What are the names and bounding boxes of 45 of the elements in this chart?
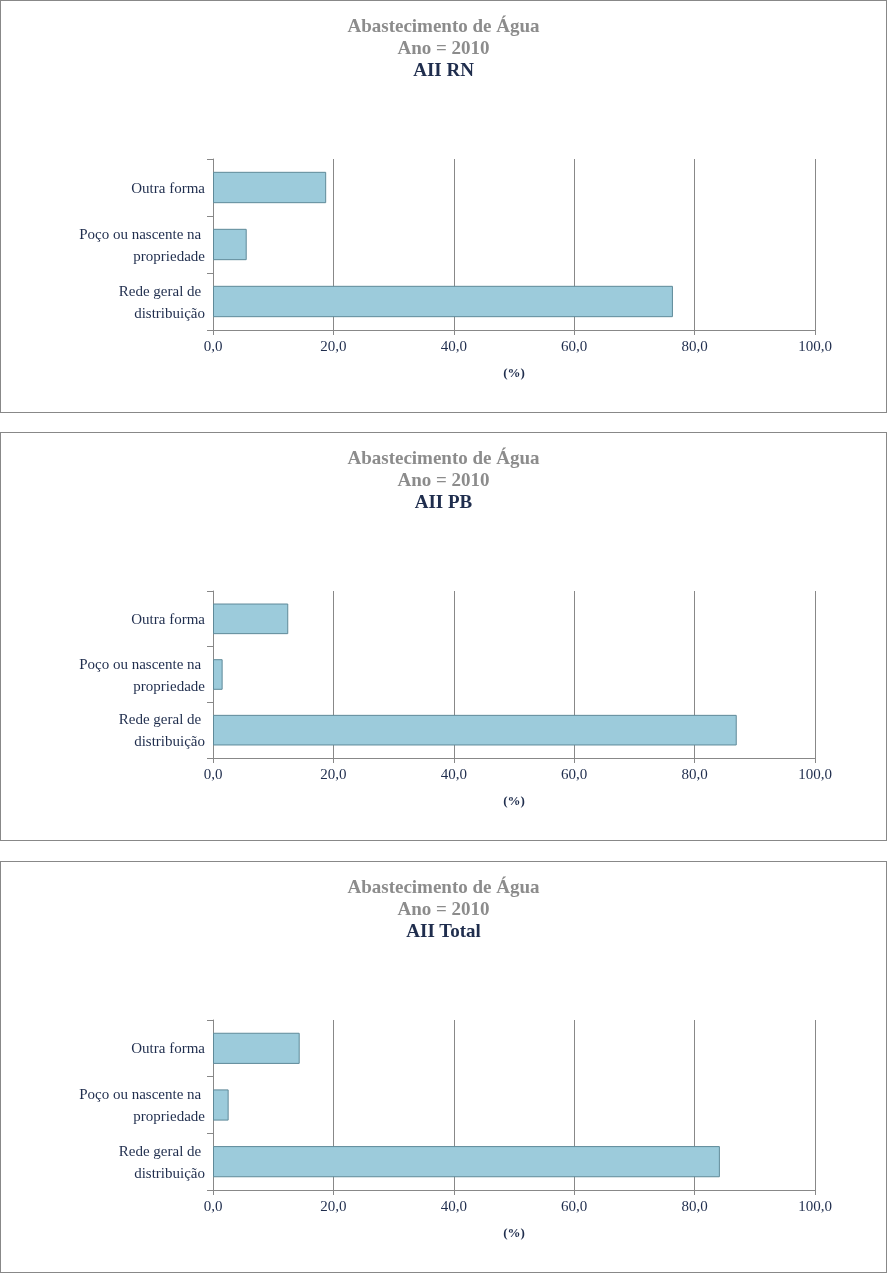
y-tick-label: Rede geral de distribuição <box>118 711 205 750</box>
y-tick-label: Outra forma <box>131 1040 206 1057</box>
x-tick-label: 80,0 <box>681 1197 708 1214</box>
chart-title: Abastecimento de Água Ano = 2010 <box>347 875 541 919</box>
x-tick-label: 60,0 <box>561 337 588 354</box>
x-tick-label: 100,0 <box>798 765 832 782</box>
bar <box>213 714 737 746</box>
y-tick-label: Poço ou nascente na propriedade <box>79 655 206 694</box>
x-tick-label: 40,0 <box>440 337 467 354</box>
x-axis-title: (%) <box>503 1225 525 1240</box>
x-tick-label: 40,0 <box>440 765 467 782</box>
chart-subtitle: AII RN <box>413 59 475 80</box>
bar <box>213 1146 720 1178</box>
y-tick-label: Outra forma <box>131 610 206 627</box>
x-tick-label: 60,0 <box>561 1197 588 1214</box>
y-tick-label: Poço ou nascente na propriedade <box>79 1086 206 1124</box>
x-tick-label: 0,0 <box>203 765 223 782</box>
bar <box>213 1089 229 1121</box>
x-tick-label: 20,0 <box>320 1197 347 1214</box>
x-axis-title: (%) <box>503 793 525 808</box>
x-tick-label: 20,0 <box>320 337 347 354</box>
bar <box>213 285 673 318</box>
x-tick-label: 60,0 <box>561 765 588 782</box>
x-tick-label: 40,0 <box>440 1197 467 1214</box>
x-tick-label: 20,0 <box>320 765 347 782</box>
x-tick-label: 100,0 <box>798 1197 832 1214</box>
y-tick-label: Rede geral de distribuição <box>118 1142 205 1181</box>
chart-subtitle: AII PB <box>414 491 473 512</box>
bar <box>213 171 327 204</box>
y-tick-label: Poço ou nascente na propriedade <box>79 225 206 264</box>
bar <box>213 1032 300 1064</box>
chart-title: Abastecimento de Água Ano = 2010 <box>347 14 541 58</box>
y-tick-label: Outra forma <box>131 179 206 196</box>
chart-title: Abastecimento de Água Ano = 2010 <box>347 446 541 490</box>
x-tick-label: 80,0 <box>681 337 708 354</box>
y-tick-label: Rede geral de distribuição <box>118 282 205 321</box>
x-tick-label: 80,0 <box>681 765 708 782</box>
x-tick-label: 0,0 <box>203 337 223 354</box>
bar <box>213 659 223 690</box>
x-tick-label: 0,0 <box>203 1197 223 1214</box>
bar <box>213 228 247 261</box>
bar <box>213 603 289 635</box>
x-tick-label: 100,0 <box>798 337 832 354</box>
chart-subtitle: AII Total <box>406 920 481 941</box>
x-axis-title: (%) <box>503 365 525 380</box>
